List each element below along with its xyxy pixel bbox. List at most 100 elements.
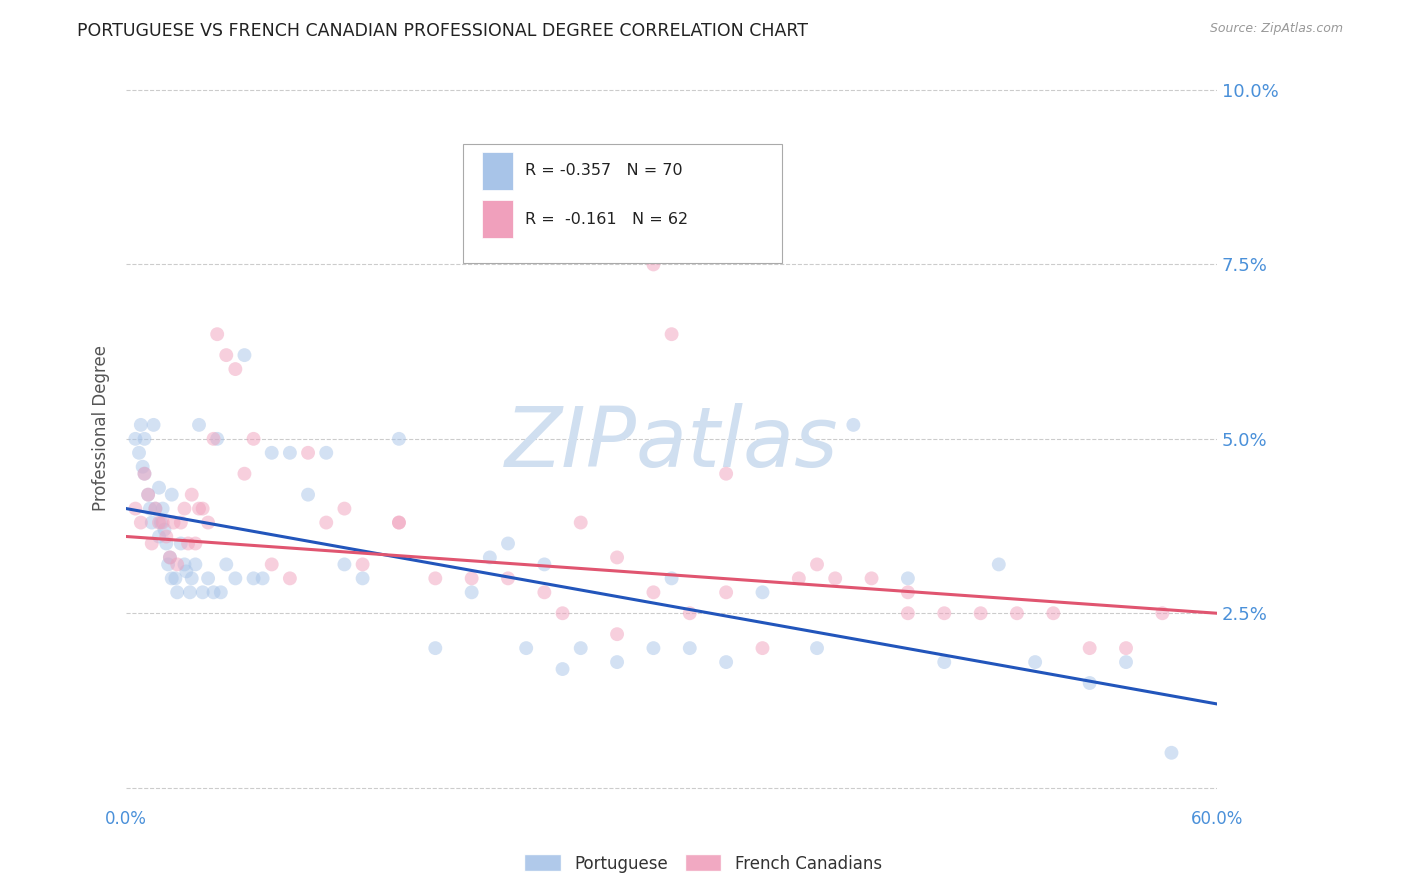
Point bbox=[714, 655, 737, 669]
Point bbox=[714, 585, 737, 599]
Point bbox=[661, 571, 683, 585]
Point bbox=[142, 417, 165, 432]
Point bbox=[661, 327, 683, 342]
Point bbox=[425, 571, 447, 585]
Point bbox=[679, 641, 702, 656]
Point bbox=[184, 558, 207, 572]
Point bbox=[643, 585, 665, 599]
Point bbox=[134, 467, 156, 481]
Point bbox=[934, 655, 956, 669]
Point bbox=[260, 558, 283, 572]
Point bbox=[162, 516, 184, 530]
Point bbox=[897, 585, 920, 599]
Point bbox=[1115, 655, 1137, 669]
Point bbox=[170, 516, 193, 530]
Point bbox=[180, 571, 202, 585]
Point bbox=[714, 467, 737, 481]
Point bbox=[1160, 746, 1182, 760]
Point bbox=[145, 501, 167, 516]
Point bbox=[242, 571, 264, 585]
Point bbox=[188, 417, 211, 432]
Point bbox=[496, 536, 519, 550]
Point bbox=[157, 558, 180, 572]
Point bbox=[139, 501, 162, 516]
Point bbox=[179, 585, 201, 599]
Text: R =  -0.161   N = 62: R = -0.161 N = 62 bbox=[524, 211, 688, 227]
Point bbox=[425, 641, 447, 656]
Point bbox=[606, 627, 628, 641]
Point bbox=[134, 467, 156, 481]
Point bbox=[173, 501, 195, 516]
Point bbox=[215, 348, 238, 362]
Point bbox=[478, 550, 501, 565]
Point bbox=[233, 467, 256, 481]
Point bbox=[242, 432, 264, 446]
Point bbox=[569, 641, 592, 656]
Point bbox=[842, 417, 865, 432]
Point bbox=[197, 571, 219, 585]
Point bbox=[224, 362, 246, 376]
Point bbox=[533, 558, 555, 572]
Point bbox=[252, 571, 274, 585]
Point bbox=[460, 585, 482, 599]
Point bbox=[136, 488, 159, 502]
Point bbox=[1042, 606, 1064, 620]
Legend: Portuguese, French Canadians: Portuguese, French Canadians bbox=[517, 847, 889, 880]
Point bbox=[1152, 606, 1174, 620]
Point bbox=[496, 571, 519, 585]
Point bbox=[159, 550, 181, 565]
Point bbox=[569, 516, 592, 530]
Point bbox=[124, 501, 146, 516]
Text: PORTUGUESE VS FRENCH CANADIAN PROFESSIONAL DEGREE CORRELATION CHART: PORTUGUESE VS FRENCH CANADIAN PROFESSION… bbox=[77, 22, 808, 40]
Point bbox=[333, 501, 356, 516]
Point bbox=[155, 529, 177, 543]
Point bbox=[1115, 641, 1137, 656]
Point bbox=[205, 327, 228, 342]
Point bbox=[145, 501, 167, 516]
Text: R = -0.357   N = 70: R = -0.357 N = 70 bbox=[524, 163, 682, 178]
Point bbox=[209, 585, 232, 599]
Point bbox=[177, 536, 200, 550]
Point bbox=[148, 529, 170, 543]
Point bbox=[806, 558, 828, 572]
Point bbox=[128, 446, 150, 460]
Point bbox=[160, 488, 183, 502]
Point bbox=[352, 571, 374, 585]
Point bbox=[278, 571, 301, 585]
Point bbox=[1024, 655, 1046, 669]
Point bbox=[188, 501, 211, 516]
Point bbox=[751, 641, 773, 656]
Point bbox=[166, 585, 188, 599]
Point bbox=[136, 488, 159, 502]
Point bbox=[215, 558, 238, 572]
Point bbox=[806, 641, 828, 656]
Point bbox=[1078, 676, 1101, 690]
Point bbox=[141, 516, 163, 530]
Point bbox=[202, 432, 225, 446]
Point bbox=[191, 585, 214, 599]
Point bbox=[751, 585, 773, 599]
Point bbox=[124, 432, 146, 446]
Point bbox=[165, 571, 187, 585]
Point bbox=[388, 432, 411, 446]
Point bbox=[152, 516, 174, 530]
Point bbox=[897, 606, 920, 620]
Point bbox=[533, 585, 555, 599]
Point bbox=[191, 501, 214, 516]
Point bbox=[606, 655, 628, 669]
Point bbox=[515, 641, 537, 656]
Point bbox=[315, 516, 337, 530]
Point bbox=[987, 558, 1010, 572]
Point bbox=[173, 558, 195, 572]
Point bbox=[388, 516, 411, 530]
Point bbox=[202, 585, 225, 599]
Point bbox=[787, 571, 810, 585]
Point bbox=[315, 446, 337, 460]
Point bbox=[141, 536, 163, 550]
Point bbox=[934, 606, 956, 620]
Point bbox=[1005, 606, 1028, 620]
Point bbox=[278, 446, 301, 460]
Point bbox=[297, 446, 319, 460]
Point bbox=[129, 516, 152, 530]
Point bbox=[180, 488, 202, 502]
